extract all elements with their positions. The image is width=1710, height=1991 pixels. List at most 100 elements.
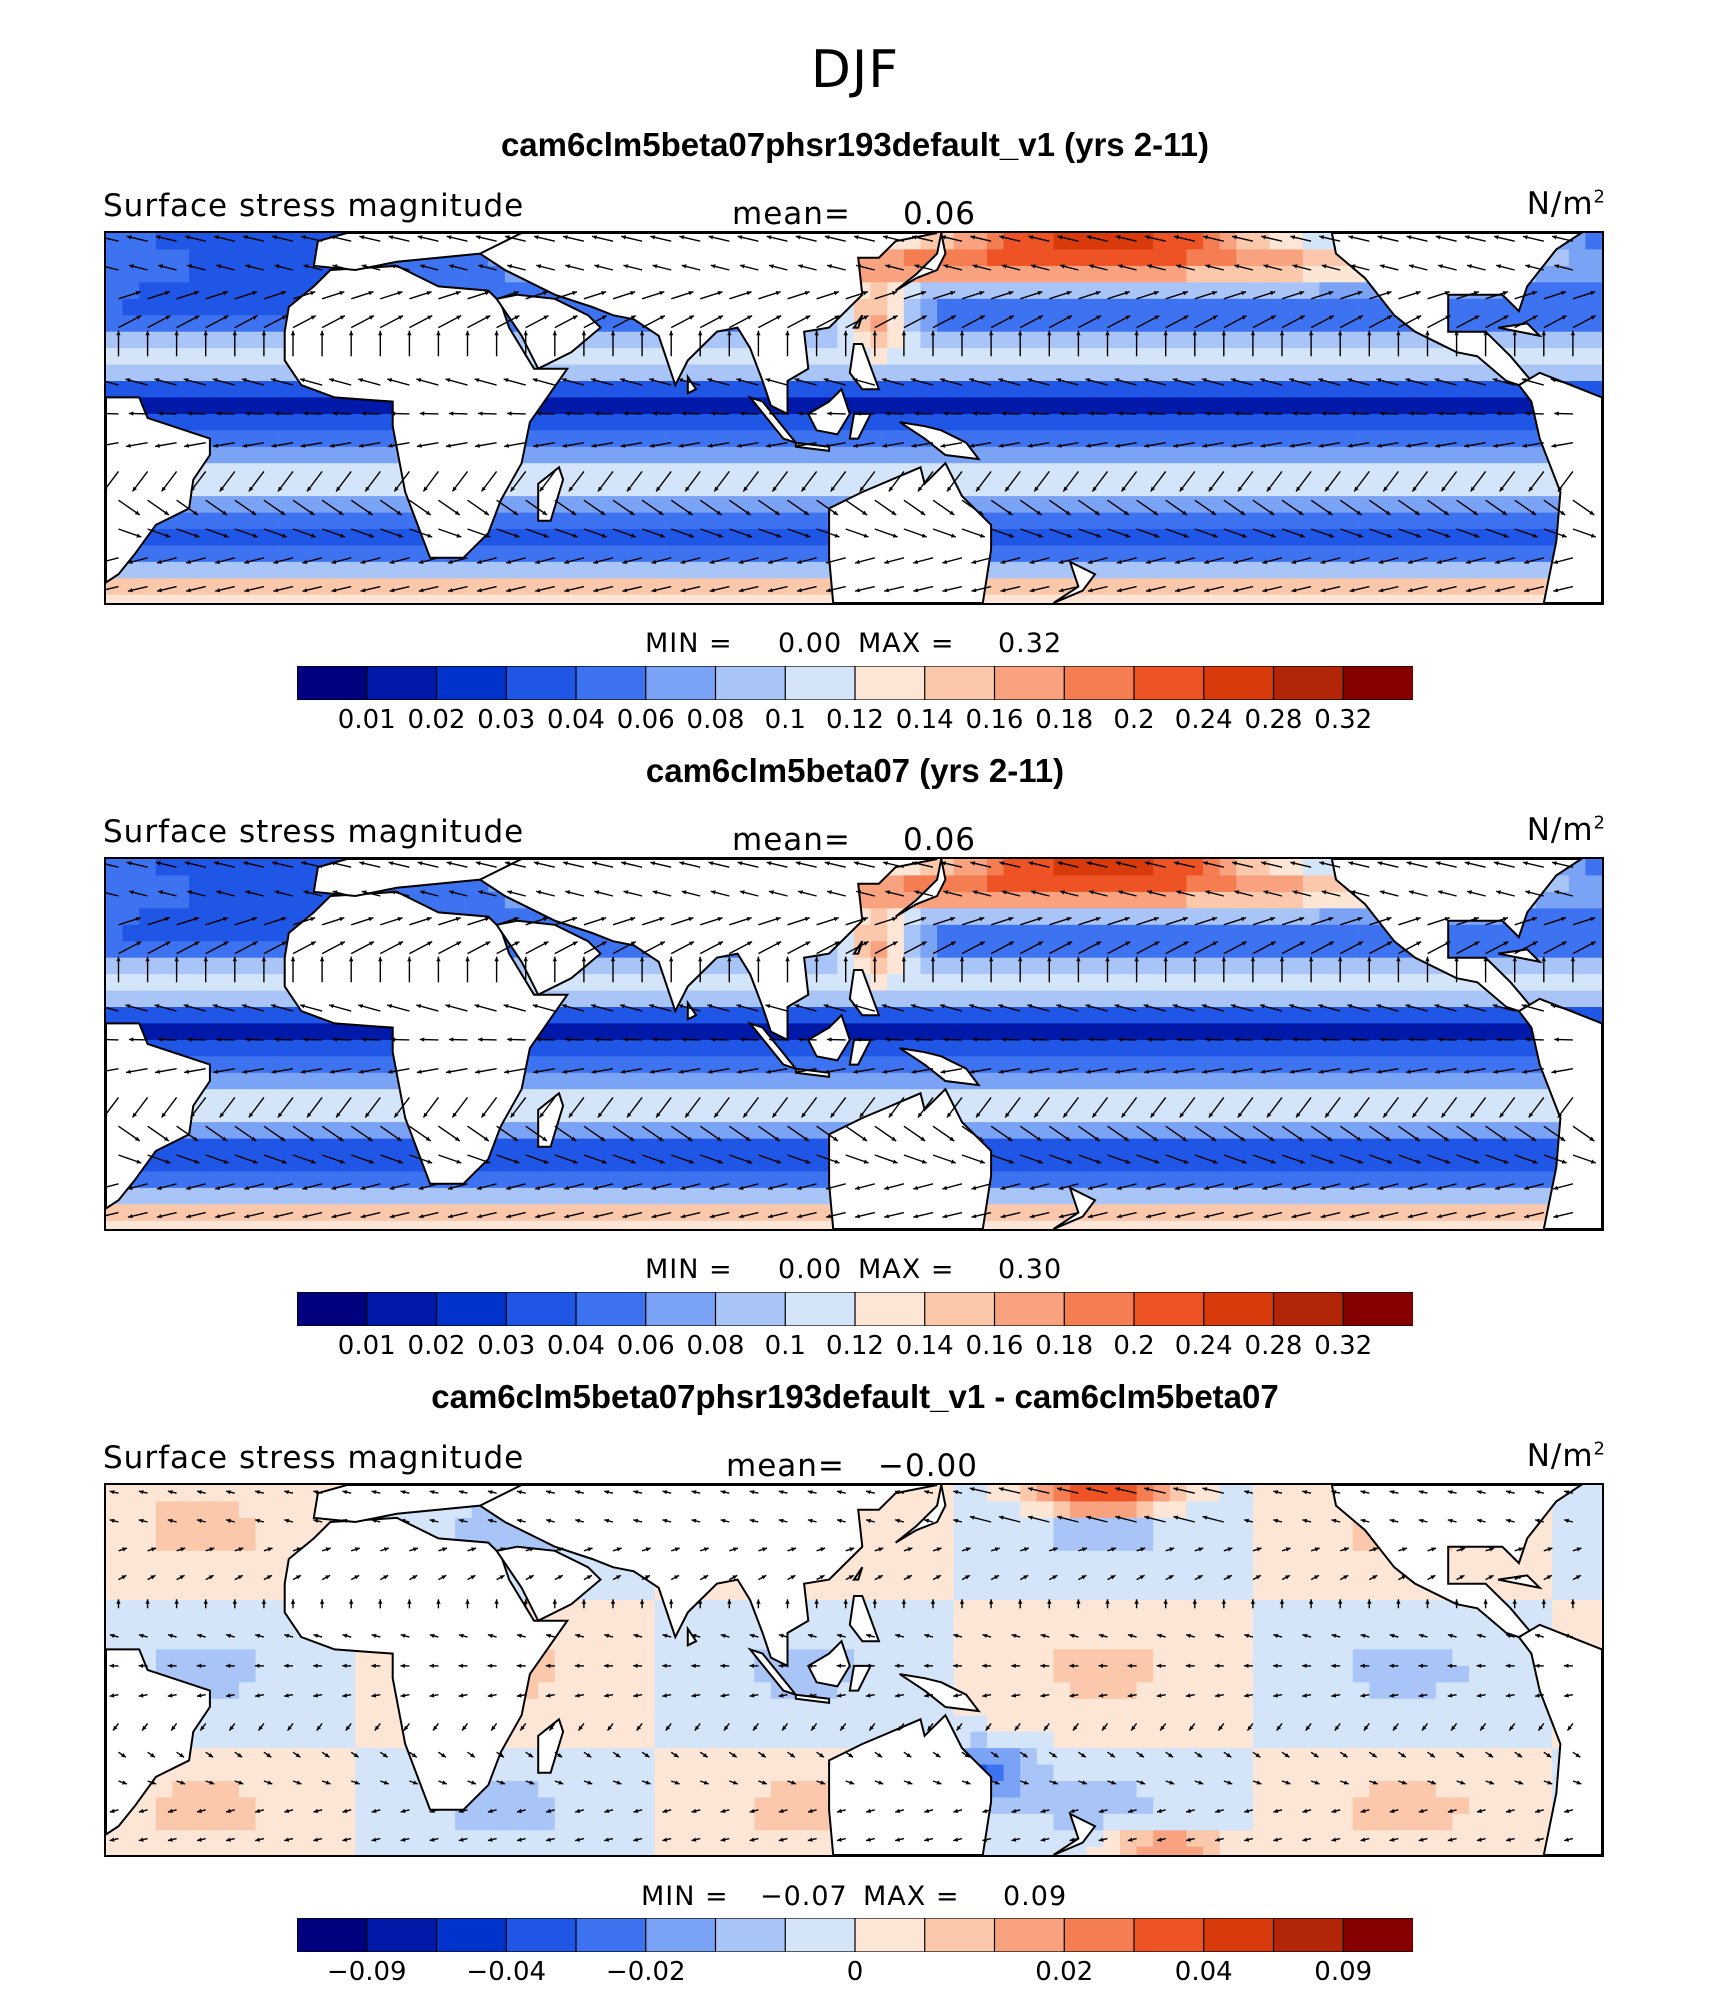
panel-2-max-label: MAX = [858, 1254, 954, 1285]
colorbar-swatch [506, 1918, 576, 1952]
panel-2-min-value: 0.00 [778, 1254, 842, 1285]
colorbar-swatch [1064, 1918, 1134, 1952]
colorbar-swatch [855, 1918, 925, 1952]
panel-1-units: N/m2 [1527, 186, 1606, 222]
colorbar-swatch [855, 666, 925, 700]
colorbar-tick-label: 0.02 [408, 705, 466, 735]
panel-3-variable: Surface stress magnitude [103, 1440, 524, 1476]
panel-1-variable: Surface stress magnitude [103, 188, 524, 224]
colorbar-tick-label: 0.24 [1175, 705, 1233, 735]
colorbar-tick-label: 0 [847, 1957, 864, 1987]
colorbar-swatch [995, 1918, 1065, 1952]
colorbar-tick-label: −0.04 [466, 1957, 546, 1987]
colorbar-swatch [576, 666, 646, 700]
panel-3-units: N/m2 [1527, 1438, 1606, 1474]
panel-1-max-label: MAX = [858, 628, 954, 659]
colorbar-swatch [1274, 1918, 1344, 1952]
colorbar-tick-label: 0.28 [1245, 705, 1303, 735]
colorbar-tick-label: 0.02 [1035, 1957, 1093, 1987]
colorbar-tick-label: 0.16 [966, 1331, 1024, 1361]
colorbar-swatch [1064, 1292, 1134, 1326]
colorbar-swatch [437, 666, 507, 700]
colorbar-tick-label: 0.14 [896, 705, 954, 735]
colorbar-tick-label: 0.06 [617, 705, 675, 735]
panel-2-units: N/m2 [1527, 812, 1606, 848]
colorbar-tick-label: 0.28 [1245, 1331, 1303, 1361]
colorbar-tick-label: 0.18 [1035, 705, 1093, 735]
colorbar-swatch [1343, 1918, 1413, 1952]
colorbar-tick-label: 0.1 [765, 705, 806, 735]
colorbar-swatch [297, 1918, 367, 1952]
colorbar-swatch [1204, 1292, 1274, 1326]
colorbar-swatch [646, 1292, 716, 1326]
colorbar-swatch [367, 666, 437, 700]
colorbar-swatch [297, 666, 367, 700]
colorbar-swatch [995, 666, 1065, 700]
panel-3-map-canvas [106, 1485, 1602, 1855]
panel-1-mean-label: mean= [732, 196, 851, 232]
panel-2-variable: Surface stress magnitude [103, 814, 524, 850]
colorbar-tick-label: −0.02 [606, 1957, 686, 1987]
colorbar-tick-label: 0.09 [1314, 1957, 1372, 1987]
colorbar-swatch [437, 1918, 507, 1952]
panel-3-colorbar [297, 1918, 1413, 1952]
colorbar-tick-label: 0.06 [617, 1331, 675, 1361]
colorbar-swatch [716, 1918, 786, 1952]
panel-1-map [104, 231, 1604, 605]
season-title: DJF [0, 40, 1710, 100]
panel-3-min-label: MIN = [641, 1881, 729, 1912]
colorbar-tick-label: 0.24 [1175, 1331, 1233, 1361]
colorbar-swatch [716, 1292, 786, 1326]
panel-2-title: cam6clm5beta07 (yrs 2-11) [0, 752, 1710, 790]
panel-1-min-label: MIN = [645, 628, 733, 659]
colorbar-swatch [1134, 1918, 1204, 1952]
colorbar-tick-label: 0.14 [896, 1331, 954, 1361]
panel-1-map-canvas [106, 233, 1602, 603]
colorbar-swatch [995, 1292, 1065, 1326]
colorbar-swatch [1274, 666, 1344, 700]
colorbar-tick-label: 0.03 [477, 1331, 535, 1361]
colorbar-swatch [1274, 1292, 1344, 1326]
colorbar-swatch [367, 1918, 437, 1952]
colorbar-tick-label: 0.08 [687, 1331, 745, 1361]
colorbar-swatch [437, 1292, 507, 1326]
colorbar-swatch [506, 666, 576, 700]
panel-3-min-value: −0.07 [760, 1881, 848, 1912]
colorbar-swatch [297, 1292, 367, 1326]
colorbar-tick-label: 0.12 [826, 705, 884, 735]
colorbar-tick-label: 0.32 [1314, 705, 1372, 735]
colorbar-swatch [716, 666, 786, 700]
colorbar-swatch [925, 1292, 995, 1326]
colorbar-tick-label: 0.02 [408, 1331, 466, 1361]
colorbar-tick-label: 0.04 [1175, 1957, 1233, 1987]
colorbar-swatch [1134, 666, 1204, 700]
colorbar-tick-label: 0.1 [765, 1331, 806, 1361]
colorbar-swatch [1343, 666, 1413, 700]
panel-2-mean-value: 0.06 [903, 822, 976, 858]
panel-2-min-label: MIN = [645, 1254, 733, 1285]
panel-1-min-value: 0.00 [778, 628, 842, 659]
colorbar-swatch [576, 1918, 646, 1952]
colorbar-tick-label: 0.2 [1113, 1331, 1154, 1361]
colorbar-tick-label: 0.04 [547, 705, 605, 735]
colorbar-tick-label: −0.09 [327, 1957, 407, 1987]
colorbar-swatch [785, 666, 855, 700]
colorbar-tick-label: 0.08 [687, 705, 745, 735]
panel-3-max-label: MAX = [863, 1881, 959, 1912]
colorbar-swatch [855, 1292, 925, 1326]
colorbar-swatch [925, 666, 995, 700]
panel-3-mean-label: mean= [726, 1448, 845, 1484]
colorbar-swatch [785, 1292, 855, 1326]
panel-3-mean-value: −0.00 [878, 1448, 978, 1484]
colorbar-swatch [646, 666, 716, 700]
colorbar-swatch [576, 1292, 646, 1326]
panel-2-map [104, 857, 1604, 1231]
panel-2-colorbar [297, 1292, 1413, 1326]
panel-1-title: cam6clm5beta07phsr193default_v1 (yrs 2-1… [0, 126, 1710, 164]
colorbar-tick-label: 0.32 [1314, 1331, 1372, 1361]
colorbar-swatch [506, 1292, 576, 1326]
colorbar-swatch [1134, 1292, 1204, 1326]
panel-2-map-canvas [106, 859, 1602, 1229]
